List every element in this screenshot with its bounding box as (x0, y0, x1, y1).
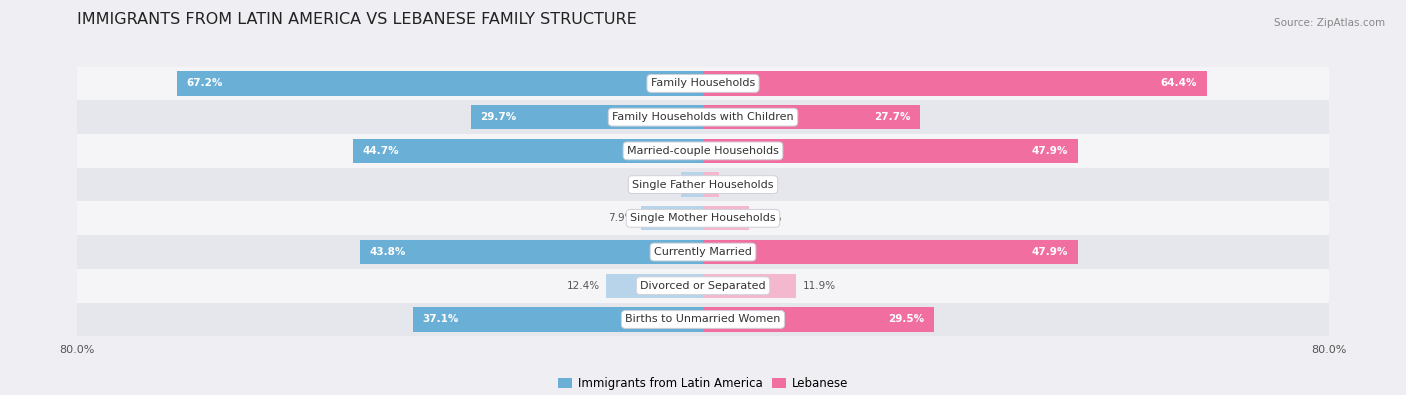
Text: Source: ZipAtlas.com: Source: ZipAtlas.com (1274, 18, 1385, 28)
Bar (77, 134, 1329, 168)
Bar (77, 201, 1329, 235)
Bar (703, 307, 934, 332)
Bar (77, 235, 1329, 269)
Text: 47.9%: 47.9% (1032, 247, 1069, 257)
Bar (703, 240, 1077, 264)
Text: 67.2%: 67.2% (187, 79, 224, 88)
Text: Currently Married: Currently Married (654, 247, 752, 257)
Bar (77, 100, 1329, 134)
Text: 2.8%: 2.8% (648, 180, 675, 190)
Text: 27.7%: 27.7% (873, 112, 910, 122)
Text: 5.9%: 5.9% (755, 213, 782, 223)
Bar (353, 139, 703, 163)
Text: 44.7%: 44.7% (363, 146, 399, 156)
Text: Births to Unmarried Women: Births to Unmarried Women (626, 314, 780, 324)
Bar (77, 303, 1329, 336)
Bar (471, 105, 703, 129)
Text: 37.1%: 37.1% (422, 314, 458, 324)
Bar (606, 274, 703, 298)
Text: Single Father Households: Single Father Households (633, 180, 773, 190)
Bar (77, 269, 1329, 303)
Bar (703, 274, 796, 298)
Text: IMMIGRANTS FROM LATIN AMERICA VS LEBANESE FAMILY STRUCTURE: IMMIGRANTS FROM LATIN AMERICA VS LEBANES… (77, 12, 637, 27)
Bar (77, 168, 1329, 201)
Text: 29.7%: 29.7% (479, 112, 516, 122)
Bar (703, 139, 1077, 163)
Bar (703, 206, 749, 230)
Bar (703, 71, 1206, 96)
Text: 12.4%: 12.4% (567, 281, 600, 291)
Bar (641, 206, 703, 230)
Text: Family Households: Family Households (651, 79, 755, 88)
Text: 11.9%: 11.9% (803, 281, 835, 291)
Text: 29.5%: 29.5% (889, 314, 924, 324)
Text: Married-couple Households: Married-couple Households (627, 146, 779, 156)
Text: 7.9%: 7.9% (609, 213, 636, 223)
Text: Divorced or Separated: Divorced or Separated (640, 281, 766, 291)
Bar (360, 240, 703, 264)
Bar (681, 173, 703, 197)
Text: 2.1%: 2.1% (725, 180, 752, 190)
Bar (77, 67, 1329, 100)
Text: Single Mother Households: Single Mother Households (630, 213, 776, 223)
Bar (703, 105, 920, 129)
Text: Family Households with Children: Family Households with Children (612, 112, 794, 122)
Text: 64.4%: 64.4% (1161, 79, 1198, 88)
Text: 47.9%: 47.9% (1032, 146, 1069, 156)
Bar (177, 71, 703, 96)
Text: 43.8%: 43.8% (370, 247, 406, 257)
Bar (413, 307, 703, 332)
Legend: Immigrants from Latin America, Lebanese: Immigrants from Latin America, Lebanese (553, 372, 853, 395)
Bar (703, 173, 720, 197)
